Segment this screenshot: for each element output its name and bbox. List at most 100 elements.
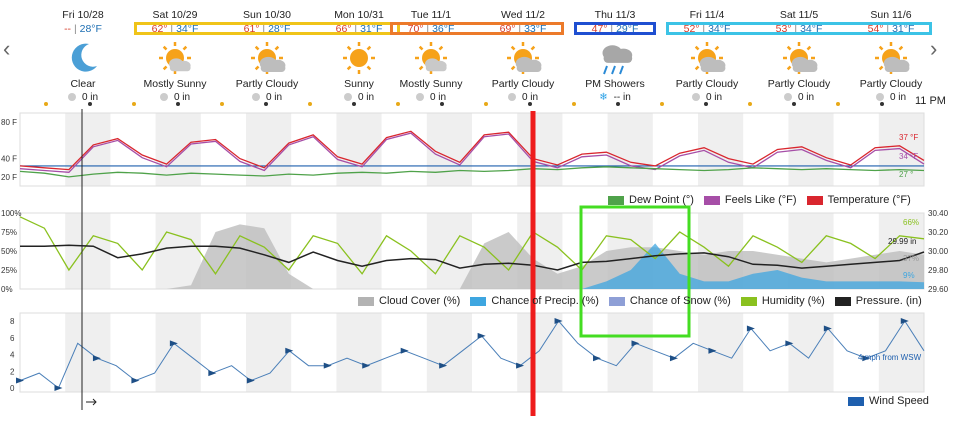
sunset-tick [440, 102, 444, 106]
night-band [246, 113, 292, 186]
sunrise-tick [836, 102, 840, 106]
night-band [788, 313, 834, 392]
wind-direction-arrow [708, 347, 717, 354]
temp-group-highlight [666, 22, 932, 35]
sunrise-tick [44, 102, 48, 106]
pressure-swatch [834, 296, 851, 306]
cloud-swatch [358, 296, 374, 306]
day-condition: Partly Cloudy [491, 78, 555, 90]
precip-swatch [470, 296, 487, 306]
raindrop-icon [251, 93, 260, 102]
prev-button[interactable]: ‹ [3, 36, 11, 61]
night-band [426, 313, 472, 392]
sunrise-tick [220, 102, 224, 106]
raindrop-icon [783, 93, 792, 102]
pressure-tick-label: 29.80 [928, 266, 949, 275]
wind-direction-arrow [362, 362, 371, 369]
mostly-sunny-icon [130, 38, 220, 78]
day-column[interactable]: Sun 10/30 61° | 28°F Partly Cloudy 0 in [222, 8, 312, 104]
day-precip: 0 in [662, 92, 752, 104]
day-column[interactable]: Mon 10/31 66° | 31°F Sunny 0 in [314, 8, 404, 104]
precip-chance-area [20, 243, 924, 289]
wind-legend: Wind Speed [838, 395, 929, 407]
legend-wind[interactable]: Wind Speed [869, 395, 929, 407]
legend-feelslike[interactable]: Feels Like (°F) [724, 194, 797, 206]
night-band [155, 213, 201, 289]
sky-tick-label: 25% [1, 266, 17, 275]
day-date: Sun 10/30 [243, 9, 291, 21]
legend-cloud[interactable]: Cloud Cover (%) [379, 295, 461, 307]
legend-dewpoint[interactable]: Dew Point (°) [629, 194, 694, 206]
pressure-tick-label: 30.00 [928, 247, 949, 256]
wind-tick-label: 4 [10, 351, 15, 360]
wind-direction-arrow [169, 340, 178, 347]
wind-speed-line [19, 320, 925, 389]
day-condition: Partly Cloudy [767, 78, 831, 90]
wind-end-label: 4 mph from WSW [858, 353, 922, 362]
wind-direction-arrow [208, 370, 217, 377]
night-band [517, 113, 563, 186]
day-precip: 0 in [386, 92, 476, 104]
panel-frame [19, 112, 925, 187]
temp-group-highlight [390, 22, 564, 35]
current-time-label: 11 PM [915, 95, 946, 107]
day-condition: Partly Cloudy [675, 78, 739, 90]
night-band [336, 113, 382, 186]
day-precip: 0 in [846, 92, 936, 104]
day-date: Wed 11/2 [501, 9, 545, 21]
temp-tick-label: 80 F [1, 118, 17, 127]
raindrop-icon [507, 93, 516, 102]
day-condition: Mostly Sunny [399, 78, 463, 90]
day-date: Fri 11/4 [689, 9, 725, 21]
legend-temperature[interactable]: Temperature (°F) [827, 194, 911, 206]
night-band [698, 213, 744, 289]
temp-end-label: 34 °F [899, 152, 918, 161]
wind-direction-arrow [900, 318, 909, 324]
day-precip: ❄ -- in [599, 92, 631, 103]
night-band [246, 213, 292, 289]
day-condition: PM Showers [585, 78, 645, 90]
legend-precip[interactable]: Chance of Precip. (%) [491, 295, 599, 307]
sunset-tick [264, 102, 268, 106]
snowflake-icon: ❄ [599, 92, 608, 103]
wind-direction-arrow [669, 355, 678, 362]
sky-end-label: 9% [903, 271, 915, 280]
night-band [65, 313, 111, 392]
wind-direction-arrow [516, 362, 525, 369]
sky-end-label: 37% [903, 254, 919, 263]
day-column[interactable]: Sat 11/5 53° | 34°F Partly Cloudy 0 in [754, 8, 844, 104]
day-condition: Partly Cloudy [859, 78, 923, 90]
raindrop-icon [343, 93, 352, 102]
humidity-swatch [740, 296, 757, 306]
sunrise-tick [132, 102, 136, 106]
day-high: -- [64, 23, 72, 35]
sunrise-tick [660, 102, 664, 106]
pressure-tick-label: 30.20 [928, 228, 949, 237]
sunny-icon [314, 38, 404, 78]
moon-icon [38, 38, 128, 78]
sky-end-label: 66% [903, 218, 919, 227]
dewpoint-line [19, 166, 925, 178]
feelslike-swatch [703, 195, 720, 205]
legend-humidity[interactable]: Humidity (%) [761, 295, 825, 307]
temp-end-label: 27 ° [899, 170, 913, 179]
legend-pressure[interactable]: Pressure. (in) [855, 295, 922, 307]
raindrop-icon [691, 93, 700, 102]
wind-tick-label: 8 [10, 317, 15, 326]
night-band [65, 113, 111, 186]
panel-frame [19, 312, 925, 393]
next-button[interactable]: › [930, 36, 938, 61]
legend-snow[interactable]: Chance of Snow (%) [629, 295, 731, 307]
day-condition: Clear [70, 78, 96, 90]
night-band [155, 313, 201, 392]
sunset-tick [616, 102, 620, 106]
panel-frame [19, 212, 925, 290]
temperature-swatch [806, 195, 823, 205]
sky-tick-label: 50% [1, 247, 17, 256]
sunrise-tick [748, 102, 752, 106]
wind-direction-arrow [823, 325, 832, 332]
humidity-line [19, 216, 925, 275]
day-precip: 0 in [222, 92, 312, 104]
day-date: Sun 11/6 [870, 9, 912, 21]
day-column[interactable]: Fri 10/28 -- | 28°F Clear 0 in [38, 8, 128, 104]
